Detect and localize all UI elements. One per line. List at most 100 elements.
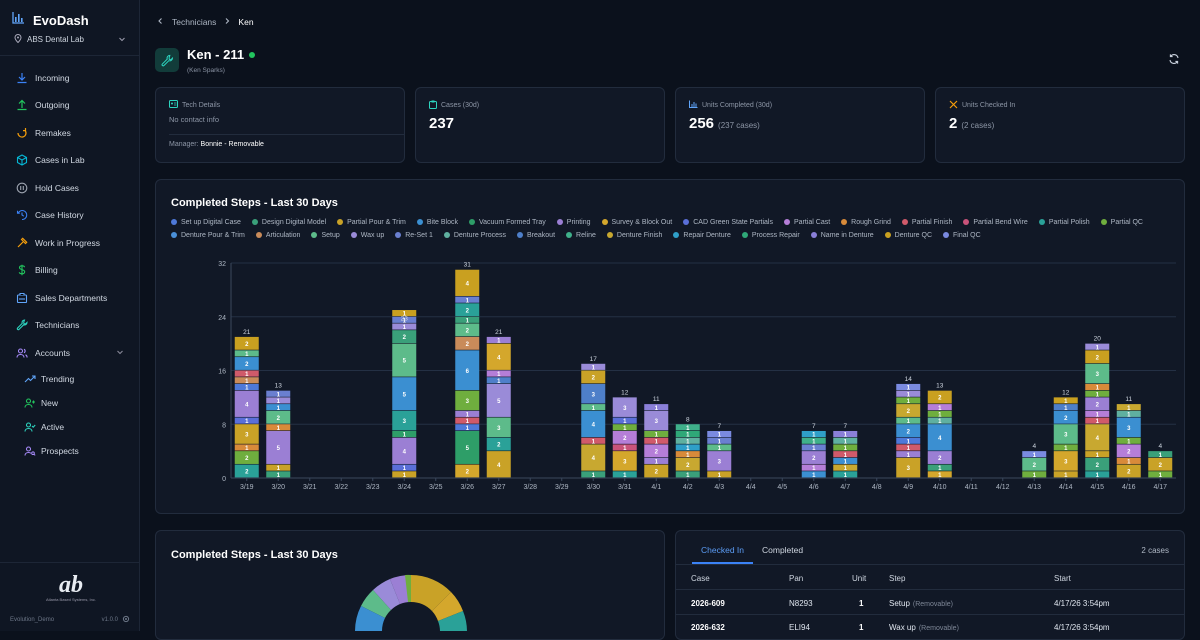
version: v1.0.0: [101, 617, 118, 623]
app-name: EvoDash: [33, 13, 89, 28]
segment-label: 1: [938, 406, 942, 412]
legend-label: Name in Denture: [820, 231, 874, 239]
sidebar-subitem-prospects[interactable]: Prospects: [0, 439, 140, 463]
legend-item[interactable]: Final QC: [943, 230, 981, 240]
segment-label: 1: [466, 426, 470, 432]
segment-label: 2: [403, 335, 407, 341]
user-search-icon: [24, 445, 36, 457]
bar-segment: [1085, 350, 1110, 364]
bar-segment: [1022, 451, 1047, 458]
brand[interactable]: EvoDash: [11, 11, 89, 30]
legend-item[interactable]: Repair Denture: [673, 230, 731, 240]
cases-value: 237: [429, 115, 455, 132]
sidebar-item-incoming[interactable]: Incoming: [0, 64, 140, 92]
segment-label: 1: [277, 392, 281, 398]
legend-item[interactable]: Set up Digital Case: [171, 217, 241, 227]
bar-segment: [455, 417, 480, 424]
lab-selector[interactable]: ABS Dental Lab: [14, 34, 126, 45]
bar-segment: [644, 430, 669, 438]
legend-item[interactable]: Articulation: [255, 230, 300, 240]
sidebar-item-hold-cases[interactable]: Hold Cases: [0, 174, 140, 202]
segment-label: 2: [812, 456, 816, 462]
bar-segment: [833, 451, 858, 458]
sidebar-item-outgoing[interactable]: Outgoing: [0, 92, 140, 120]
legend-item[interactable]: Survey & Block Out: [601, 217, 672, 227]
legend-item[interactable]: Vacuum Formed Tray: [469, 217, 546, 227]
bar-total-label: 13: [275, 383, 283, 390]
legend-item[interactable]: Partial Polish: [1038, 217, 1090, 227]
legend-item[interactable]: Process Repair: [741, 230, 800, 240]
units-checked-in-card: Units Checked In 2 (2 cases): [935, 87, 1185, 163]
legend-item[interactable]: Rough Grind: [841, 217, 891, 227]
sidebar-item-case-history[interactable]: Case History: [0, 202, 140, 230]
legend-item[interactable]: Breakout: [517, 230, 555, 240]
tab-completed[interactable]: Completed: [762, 545, 804, 555]
sidebar-item-cases-in-lab[interactable]: Cases in Lab: [0, 147, 140, 175]
main-content: Technicians Ken Ken - 211 (Ken Sparks) T…: [140, 0, 1200, 640]
tab-checked-in[interactable]: Checked In: [692, 545, 753, 564]
legend-item[interactable]: Printing: [556, 217, 591, 227]
cell-case[interactable]: 2026-609: [691, 599, 725, 608]
sidebar-divider: [0, 55, 140, 56]
legend-swatch: [673, 232, 680, 238]
legend-item[interactable]: Denture Process: [443, 230, 506, 240]
legend-item[interactable]: Partial QC: [1100, 217, 1143, 227]
sidebar-subitem-active[interactable]: Active: [0, 415, 140, 439]
sidebar-item-label: Outgoing: [35, 100, 70, 111]
x-tick-label: 4/15: [1090, 484, 1104, 491]
segment-label: 1: [1064, 446, 1068, 452]
segment-label: 1: [1159, 473, 1163, 479]
bar-total-label: 21: [243, 329, 251, 336]
sidebar-item-billing[interactable]: Billing: [0, 257, 140, 285]
legend-swatch: [1038, 219, 1045, 225]
legend-item[interactable]: Wax up: [350, 230, 384, 240]
legend-item[interactable]: Re-Set 1: [395, 230, 433, 240]
legend-item[interactable]: Design Digital Model: [251, 217, 326, 227]
cell-case[interactable]: 2026-632: [691, 623, 725, 632]
bar-segment: [1053, 444, 1078, 451]
legend-item[interactable]: Denture QC: [884, 230, 932, 240]
bar-total-label: 7: [812, 423, 816, 430]
legend-label: Partial Polish: [1048, 218, 1090, 226]
settings-icon[interactable]: [122, 615, 130, 625]
legend-item[interactable]: Setup: [311, 230, 340, 240]
refresh-icon[interactable]: [1168, 52, 1180, 70]
segment-label: 3: [466, 399, 470, 405]
legend-item[interactable]: Partial Finish: [901, 217, 952, 227]
legend-swatch: [416, 219, 423, 225]
sidebar-item-work-in-progress[interactable]: Work in Progress: [0, 229, 140, 257]
bar-segment: [486, 451, 511, 478]
legend-item[interactable]: Name in Denture: [810, 230, 874, 240]
segment-label: 3: [907, 466, 911, 472]
bar-segment: [455, 350, 480, 391]
sidebar-item-technicians[interactable]: Technicians: [0, 312, 140, 340]
legend-item[interactable]: Bite Block: [416, 217, 458, 227]
legend-item[interactable]: CAD Green State Partials: [683, 217, 773, 227]
legend-item[interactable]: Partial Cast: [783, 217, 830, 227]
hammer-icon: [16, 237, 28, 249]
legend-label: Vacuum Formed Tray: [479, 218, 546, 226]
segment-label: 1: [1096, 473, 1100, 479]
segment-label: 3: [497, 426, 501, 432]
bar-segment: [1116, 437, 1141, 444]
segment-label: 3: [1127, 426, 1131, 432]
legend-item[interactable]: Partial Pour & Trim: [337, 217, 406, 227]
bar-segment: [266, 464, 291, 471]
legend-swatch: [171, 232, 177, 238]
legend-item[interactable]: Partial Bend Wire: [963, 217, 1028, 227]
sidebar-subitem-new[interactable]: New: [0, 391, 140, 415]
back-chevron-icon[interactable]: [157, 17, 164, 27]
bar-segment: [896, 424, 921, 438]
sidebar-subitem-trending[interactable]: Trending: [0, 367, 140, 391]
sidebar-item-sales-departments[interactable]: Sales Departments: [0, 284, 140, 312]
sidebar-item-remakes[interactable]: Remakes: [0, 119, 140, 147]
legend-item[interactable]: Reline: [566, 230, 596, 240]
bar-segment: [581, 383, 606, 404]
bar-segment: [455, 430, 480, 464]
manager-name[interactable]: Bonnie - Removable: [200, 141, 264, 148]
x-tick-label: 4/2: [683, 484, 693, 491]
breadcrumb-technicians[interactable]: Technicians: [172, 17, 217, 27]
sidebar-item-accounts[interactable]: Accounts: [0, 339, 140, 367]
legend-item[interactable]: Denture Pour & Trim: [171, 230, 245, 240]
legend-item[interactable]: Denture Finish: [606, 230, 662, 240]
